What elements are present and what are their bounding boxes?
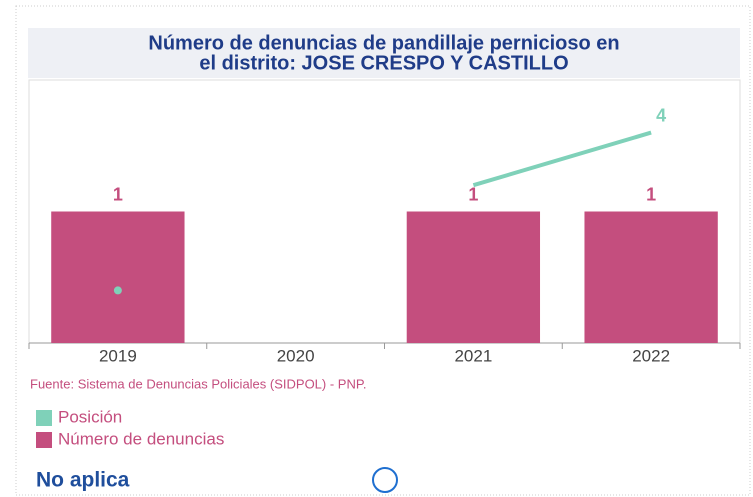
bar (584, 211, 718, 343)
data-label: 4 (656, 105, 666, 125)
title-box (28, 28, 740, 78)
x-tick-label: 2020 (277, 346, 315, 365)
data-label: 1 (646, 184, 656, 204)
bar (406, 211, 541, 343)
x-tick-label: 2019 (99, 346, 137, 365)
line-point (113, 286, 122, 295)
bar (51, 211, 185, 343)
chart-title: Número de denuncias de pandillaje pernic… (148, 32, 619, 54)
data-label: 1 (113, 184, 123, 204)
data-label: 1 (468, 184, 478, 204)
legend-label: Número de denuncias (58, 429, 224, 448)
legend-swatch (36, 432, 52, 448)
source: Fuente: Sistema de Denuncias Policiales … (30, 376, 366, 391)
note-icon (372, 467, 398, 493)
panel-border (15, 5, 751, 496)
line (472, 130, 652, 188)
x-tick-label: 2022 (632, 346, 670, 365)
x-tick-label: 2021 (454, 346, 492, 365)
chart-title: el distrito: JOSE CRESPO Y CASTILLO (199, 52, 568, 74)
legend-label: Posición (58, 407, 122, 426)
legend-swatch (36, 410, 52, 426)
note: No aplica (36, 469, 130, 492)
